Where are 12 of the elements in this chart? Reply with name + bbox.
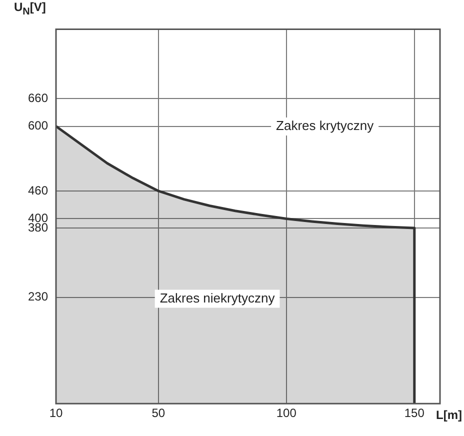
- annotation: Zakres krytyczny: [276, 118, 374, 134]
- y-tick-label: 230: [28, 290, 48, 304]
- x-tick-label: 100: [276, 406, 297, 420]
- y-tick-label: 600: [28, 118, 48, 133]
- annotation: Zakres niekrytyczny: [160, 290, 276, 306]
- y-tick-label: 460: [28, 183, 48, 198]
- x-axis-title: L[m]: [436, 408, 462, 422]
- x-tick-label: 50: [152, 406, 166, 420]
- y-axis-title: U$_{N}$[V]: [14, 0, 46, 18]
- x-tick-label: 10: [49, 406, 63, 420]
- x-tick-label: 150: [404, 406, 425, 420]
- y-tick-label: 660: [28, 90, 48, 105]
